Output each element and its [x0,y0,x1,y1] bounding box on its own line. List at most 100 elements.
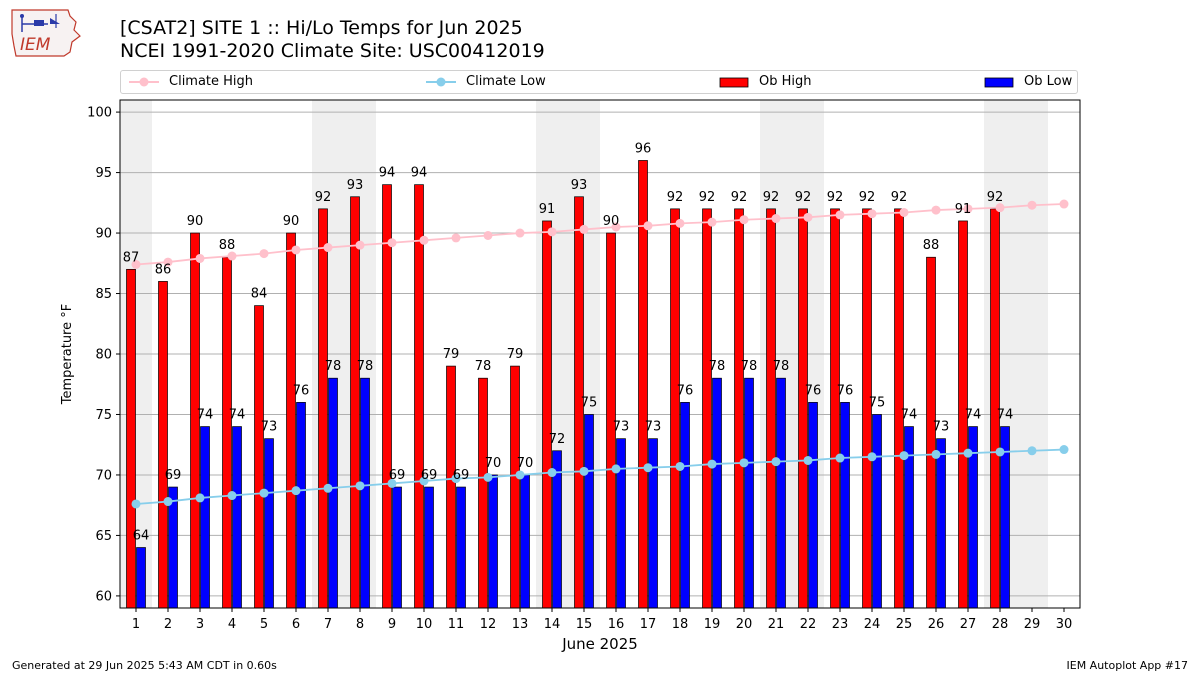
chart-title-line-2: NCEI 1991-2020 Climate Site: USC00412019 [120,40,545,62]
x-tick-label: 12 [480,617,497,632]
ob-high-bar [734,208,744,609]
ob-low-data-label: 73 [645,420,662,435]
climate-low-point [963,448,973,458]
y-tick-label: 90 [95,227,112,242]
x-tick-label: 27 [960,617,977,632]
y-tick-label: 70 [95,468,112,483]
logo-text: IEM [20,35,51,55]
ob-low-bar [872,414,882,609]
footer-app: IEM Autoplot App #17 [1066,659,1189,672]
ob-low-data-label: 78 [709,359,726,374]
climate-high-point [611,222,621,232]
climate-low-point [675,461,685,471]
ob-low-bar [424,486,434,609]
legend-bar-swatch-icon [719,77,749,87]
ob-low-data-label: 73 [261,420,278,435]
ob-high-data-label: 92 [763,190,780,205]
climate-low-point [1027,446,1037,456]
ob-high-data-label: 93 [571,178,588,193]
ob-high-bar [478,377,488,609]
ob-high-data-label: 87 [123,250,140,265]
x-tick-label: 9 [388,617,396,632]
ob-low-bar [488,474,498,609]
ob-high-data-label: 90 [283,214,300,229]
climate-low-point [515,470,525,480]
climate-high-point [355,240,365,250]
climate-low-point [931,449,941,459]
ob-low-bar [776,377,786,609]
climate-low-point [899,451,909,461]
ob-high-bar [350,196,360,609]
ob-low-data-label: 74 [197,408,214,423]
climate-low-point [227,491,237,501]
climate-high-point [259,249,269,259]
ob-low-data-label: 72 [549,432,566,447]
ob-low-data-label: 75 [581,395,598,410]
legend-label: Climate High [169,74,254,89]
footer-generated: Generated at 29 Jun 2025 5:43 AM CDT in … [12,659,277,672]
x-tick-label: 14 [544,617,561,632]
climate-low-point [387,478,397,488]
climate-high-point [387,238,397,248]
climate-high-point [227,251,237,261]
ob-high-data-label: 92 [795,190,812,205]
climate-low-point [579,466,589,476]
legend-item-ob-low: Ob Low [984,74,1072,89]
ob-low-data-label: 75 [869,395,886,410]
ob-low-bar [808,402,818,609]
ob-high-bar [830,208,840,609]
legend-line-marker-icon [129,77,159,86]
legend-label: Climate Low [466,74,546,89]
y-tick-label: 100 [87,106,112,121]
ob-high-bar [222,256,232,609]
climate-low-point [547,468,557,478]
ob-high-bar [542,220,552,609]
climate-high-point [899,207,909,217]
ob-low-data-label: 69 [165,468,182,483]
ob-high-bar [382,184,392,609]
ob-low-data-label: 76 [293,383,310,398]
x-tick-label: 24 [864,617,881,632]
x-tick-label: 26 [928,617,945,632]
climate-high-point [131,259,141,269]
climate-high-point [163,257,173,267]
y-tick-label: 75 [95,408,112,423]
climate-high-point [483,230,493,240]
legend-label: Ob Low [1024,74,1073,89]
climate-low-point [451,474,461,484]
legend-item-ob-high: Ob High [719,74,812,89]
x-tick-label: 6 [292,617,300,632]
y-axis-label: Temperature °F [60,304,75,405]
climate-high-point [835,210,845,220]
ob-low-bar [584,414,594,609]
ob-low-data-label: 74 [229,408,246,423]
y-tick-label: 65 [95,529,112,544]
iem-logo: IEM [8,6,82,64]
x-tick-label: 11 [448,617,465,632]
ob-low-data-label: 73 [933,420,950,435]
ob-high-data-label: 78 [475,359,492,374]
y-tick-label: 60 [95,589,112,604]
ob-low-data-label: 70 [485,456,502,471]
x-tick-label: 29 [1024,617,1041,632]
ob-low-bar [200,426,210,609]
climate-high-point [963,204,973,214]
climate-low-point [707,459,717,469]
climate-low-point [483,472,493,482]
x-tick-label: 7 [324,617,332,632]
ob-high-data-label: 92 [315,190,332,205]
climate-low-point [611,464,621,474]
ob-high-data-label: 92 [699,190,716,205]
x-tick-label: 23 [832,617,849,632]
climate-low-line [135,448,1065,505]
climate-low-point [419,476,429,486]
climate-low-point [739,458,749,468]
ob-low-bar [328,377,338,609]
ob-low-data-label: 78 [741,359,758,374]
climate-high-point [195,253,205,263]
x-tick-label: 22 [800,617,817,632]
ob-low-bar [520,474,530,609]
ob-low-bar [680,402,690,609]
climate-low-point [259,488,269,498]
